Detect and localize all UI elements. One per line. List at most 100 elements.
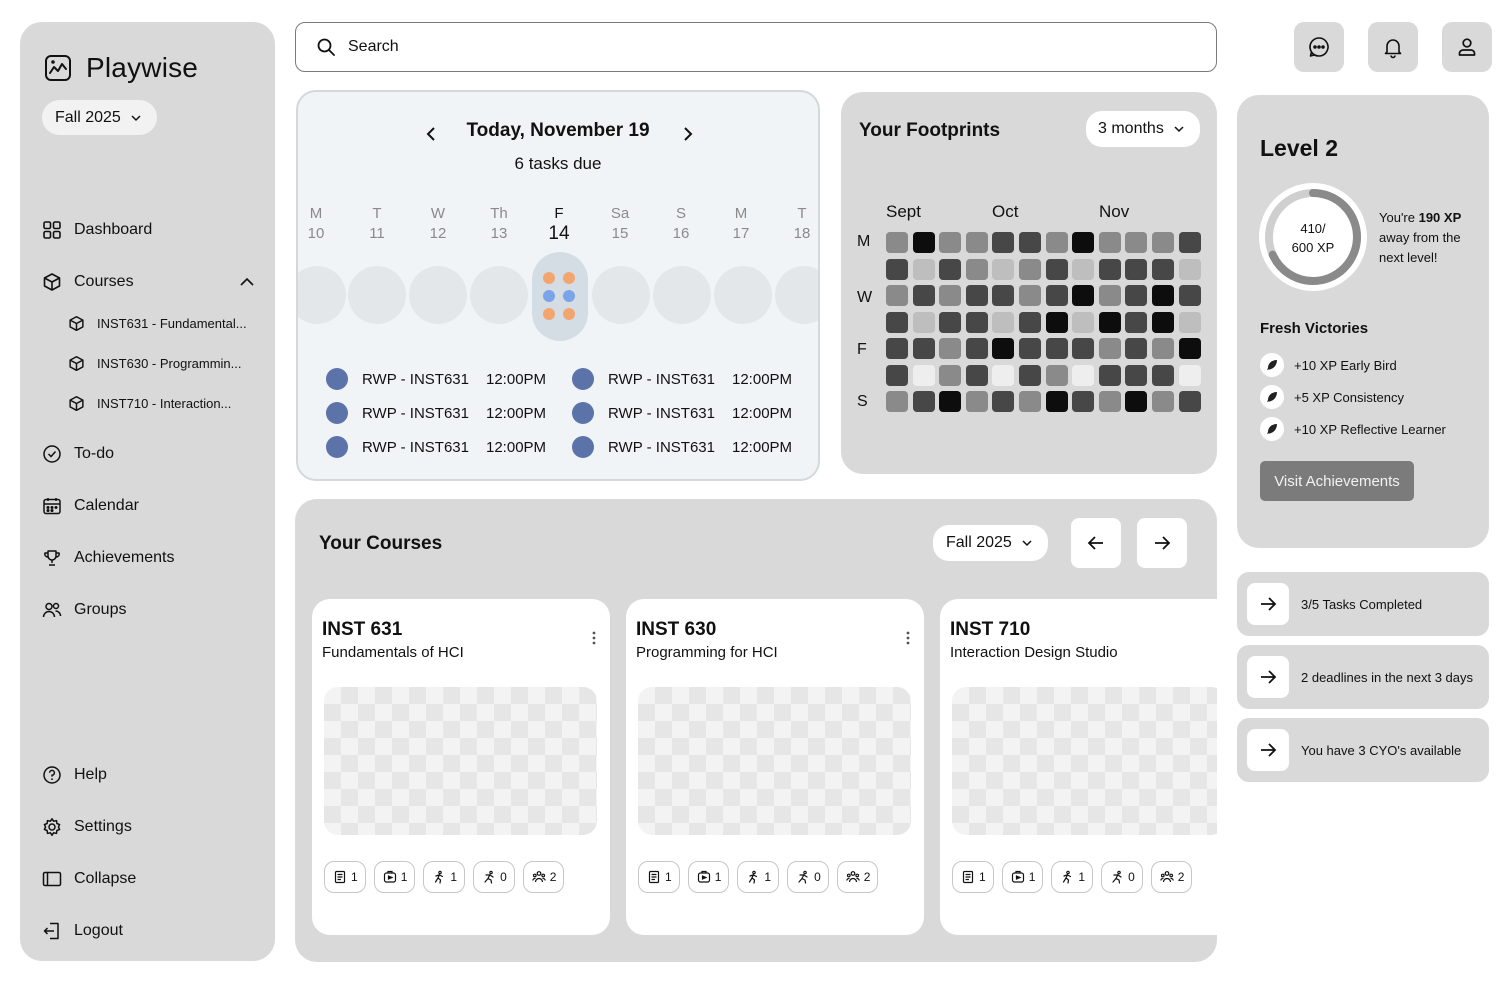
heatmap-cell[interactable] <box>912 364 935 386</box>
task-item[interactable]: RWP - INST631 12:00PM <box>572 368 792 390</box>
day-column-label[interactable]: W 12 <box>418 204 458 244</box>
course-stat-badge[interactable]: 1 <box>373 861 416 893</box>
courses-term-selector[interactable]: Fall 2025 <box>933 525 1048 561</box>
day-column-label[interactable]: S 16 <box>661 204 701 244</box>
heatmap-cell[interactable] <box>1098 338 1121 359</box>
heatmap-cell[interactable] <box>1072 285 1095 306</box>
notice-tasks-completed[interactable]: 3/5 Tasks Completed <box>1237 572 1489 636</box>
heatmap-cell[interactable] <box>992 391 1015 412</box>
day-column-label[interactable]: Sa 15 <box>600 204 640 244</box>
heatmap-cell[interactable] <box>1125 285 1148 306</box>
heatmap-cell[interactable] <box>965 232 988 253</box>
more-vertical-icon[interactable] <box>906 631 910 645</box>
heatmap-cell[interactable] <box>912 311 935 333</box>
heatmap-cell[interactable] <box>1098 285 1121 306</box>
day-bubble[interactable] <box>714 266 772 324</box>
nav-todo[interactable]: To-do <box>42 444 114 464</box>
heatmap-cell[interactable] <box>886 285 908 306</box>
course-stat-badge[interactable]: 1 <box>1051 861 1094 893</box>
day-column-label[interactable]: T 11 <box>357 204 397 244</box>
heatmap-cell[interactable] <box>1019 338 1041 359</box>
heatmap-cell[interactable] <box>965 311 988 333</box>
heatmap-cell[interactable] <box>1045 232 1068 253</box>
heatmap-cell[interactable] <box>1045 285 1068 306</box>
task-item[interactable]: RWP - INST631 12:00PM <box>572 436 792 458</box>
task-item[interactable]: RWP - INST631 12:00PM <box>572 402 792 424</box>
visit-achievements-button[interactable]: Visit Achievements <box>1260 461 1414 501</box>
heatmap-cell[interactable] <box>1125 258 1148 280</box>
search-input[interactable] <box>348 38 1168 56</box>
heatmap-cell[interactable] <box>1125 338 1148 359</box>
heatmap-cell[interactable] <box>886 391 908 412</box>
nav-groups[interactable]: Groups <box>42 600 126 620</box>
heatmap-cell[interactable] <box>1098 391 1121 412</box>
heatmap-cell[interactable] <box>965 364 988 386</box>
next-day-button[interactable] <box>679 126 695 142</box>
range-selector[interactable]: 3 months <box>1086 111 1200 147</box>
notice-deadlines[interactable]: 2 deadlines in the next 3 days <box>1237 645 1489 709</box>
heatmap-cell[interactable] <box>1178 258 1201 280</box>
heatmap-cell[interactable] <box>886 338 908 359</box>
heatmap-cell[interactable] <box>1152 338 1174 359</box>
heatmap-cell[interactable] <box>1178 364 1201 386</box>
heatmap-cell[interactable] <box>1178 232 1201 253</box>
nav-settings[interactable]: Settings <box>42 817 132 837</box>
heatmap-cell[interactable] <box>1072 232 1095 253</box>
heatmap-cell[interactable] <box>1045 311 1068 333</box>
heatmap-cell[interactable] <box>1125 391 1148 412</box>
heatmap-cell[interactable] <box>939 232 962 253</box>
day-column-label[interactable]: T 18 <box>782 204 818 244</box>
heatmap-cell[interactable] <box>1045 364 1068 386</box>
heatmap-cell[interactable] <box>1045 338 1068 359</box>
heatmap-cell[interactable] <box>886 311 908 333</box>
profile-button[interactable] <box>1442 22 1492 72</box>
heatmap-cell[interactable] <box>1045 391 1068 412</box>
course-stat-badge[interactable]: 1 <box>324 861 366 893</box>
heatmap-cell[interactable] <box>1125 311 1148 333</box>
heatmap-cell[interactable] <box>992 311 1015 333</box>
heatmap-cell[interactable] <box>965 258 988 280</box>
nav-course-inst631[interactable]: INST631 - Fundamental... <box>66 313 247 333</box>
heatmap-cell[interactable] <box>1045 258 1068 280</box>
heatmap-cell[interactable] <box>1019 232 1041 253</box>
nav-achievements[interactable]: Achievements <box>42 548 175 568</box>
notifications-button[interactable] <box>1368 22 1418 72</box>
nav-collapse[interactable]: Collapse <box>42 869 136 889</box>
heatmap-cell[interactable] <box>1072 391 1095 412</box>
heatmap-cell[interactable] <box>939 364 962 386</box>
nav-courses[interactable]: Courses <box>42 272 256 292</box>
course-stat-badge[interactable]: 2 <box>522 861 565 893</box>
course-card[interactable]: INST 631 Fundamentals of HCI 1 1 1 0 2 <box>312 599 610 935</box>
heatmap-cell[interactable] <box>1098 311 1121 333</box>
day-column-label[interactable]: M 17 <box>721 204 761 244</box>
term-selector[interactable]: Fall 2025 <box>42 100 157 135</box>
nav-help[interactable]: Help <box>42 765 107 785</box>
heatmap-cell[interactable] <box>1019 285 1041 306</box>
course-card[interactable]: INST 630 Programming for HCI 1 1 1 0 2 <box>626 599 924 935</box>
heatmap-cell[interactable] <box>992 258 1015 280</box>
day-column-label[interactable]: F 14 <box>539 204 579 244</box>
brand[interactable]: Playwise <box>44 52 198 84</box>
heatmap-cell[interactable] <box>1019 364 1041 386</box>
heatmap-cell[interactable] <box>1152 311 1174 333</box>
heatmap-cell[interactable] <box>992 364 1015 386</box>
more-vertical-icon[interactable] <box>592 631 596 645</box>
heatmap-cell[interactable] <box>1098 232 1121 253</box>
nav-course-inst710[interactable]: INST710 - Interaction... <box>66 393 231 413</box>
heatmap-cell[interactable] <box>886 364 908 386</box>
heatmap-cell[interactable] <box>1019 391 1041 412</box>
heatmap-cell[interactable] <box>886 232 908 253</box>
heatmap-cell[interactable] <box>912 258 935 280</box>
day-bubble[interactable] <box>409 266 467 324</box>
chevron-up-icon[interactable] <box>238 273 256 291</box>
previous-day-button[interactable] <box>424 126 440 142</box>
heatmap-cell[interactable] <box>939 311 962 333</box>
heatmap-cell[interactable] <box>1098 364 1121 386</box>
heatmap-cell[interactable] <box>1125 232 1148 253</box>
heatmap-cell[interactable] <box>886 258 908 280</box>
heatmap-cell[interactable] <box>912 338 935 359</box>
heatmap-cell[interactable] <box>965 338 988 359</box>
heatmap-cell[interactable] <box>939 338 962 359</box>
course-stat-badge[interactable]: 2 <box>1150 861 1193 893</box>
heatmap-cell[interactable] <box>965 391 988 412</box>
